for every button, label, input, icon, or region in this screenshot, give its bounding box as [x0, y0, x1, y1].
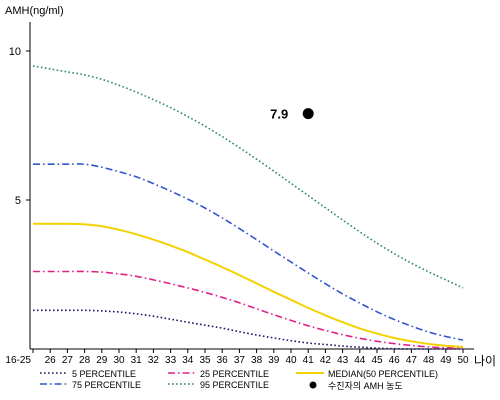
x-tick-label: 44: [354, 355, 366, 366]
x-tick-label: 30: [113, 355, 125, 366]
series-lines: [32, 65, 464, 350]
x-tick-label: 27: [62, 355, 74, 366]
marker-point: [302, 108, 314, 120]
y-tick-label: 5: [15, 195, 21, 207]
x-tick-label: 38: [251, 355, 263, 366]
x-tick-label: 28: [79, 355, 91, 366]
legend-label: 25 PERCENTILE: [200, 369, 269, 379]
legend-label: MEDIAN(50 PERCENTILE): [328, 369, 438, 379]
marker-value-label: 7.9: [270, 107, 288, 122]
x-tick-label: 33: [165, 355, 177, 366]
legend-label: 수진자의 AMH 농도: [328, 381, 403, 391]
x-tick-label: 32: [148, 355, 160, 366]
x-tick-label: 26: [45, 355, 57, 366]
patient-marker: 7.9: [270, 107, 314, 122]
x-tick-label: 41: [303, 355, 315, 366]
x-tick-label: 46: [389, 355, 401, 366]
x-axis-label: 나이: [474, 354, 496, 368]
x-tick-label: 29: [96, 355, 108, 366]
series-line-75-percentile: [32, 163, 464, 341]
y-ticks: 5 10: [9, 46, 30, 207]
x-tick-label: 40: [285, 355, 297, 366]
x-tick-label: 34: [182, 355, 194, 366]
x-tick-label: 37: [234, 355, 246, 366]
series-line-median-50-percentile: [32, 222, 464, 348]
y-axis-label: AMH(ng/ml): [5, 5, 64, 17]
legend-marker-swatch: [309, 381, 317, 389]
legend-label: 5 PERCENTILE: [72, 369, 136, 379]
x-tick-label: 48: [423, 355, 435, 366]
x-tick-label: 35: [199, 355, 211, 366]
y-tick-label: 10: [9, 46, 21, 58]
x-tick-label: 39: [268, 355, 280, 366]
x-tick-label: 43: [337, 355, 349, 366]
series-line-5-percentile: [33, 309, 463, 350]
series-line-25-percentile: [32, 270, 464, 350]
x-tick-label: 36: [217, 355, 229, 366]
legend-label: 95 PERCENTILE: [200, 380, 269, 390]
x-tick-label: 47: [406, 355, 418, 366]
series-line-95-percentile: [32, 65, 464, 289]
x-tick-label: 49: [440, 355, 452, 366]
x-tick-label: 16-25: [5, 355, 31, 366]
x-tick-label: 31: [131, 355, 143, 366]
legend-label: 75 PERCENTILE: [72, 380, 141, 390]
x-tick-label: 45: [371, 355, 383, 366]
x-tick-label: 50: [457, 355, 469, 366]
x-tick-label: 42: [320, 355, 332, 366]
x-ticks: 16-25 26 27 28 29 30 31 32 33 34 35 36 37 38 39 40 41 42 4…: [5, 349, 469, 366]
